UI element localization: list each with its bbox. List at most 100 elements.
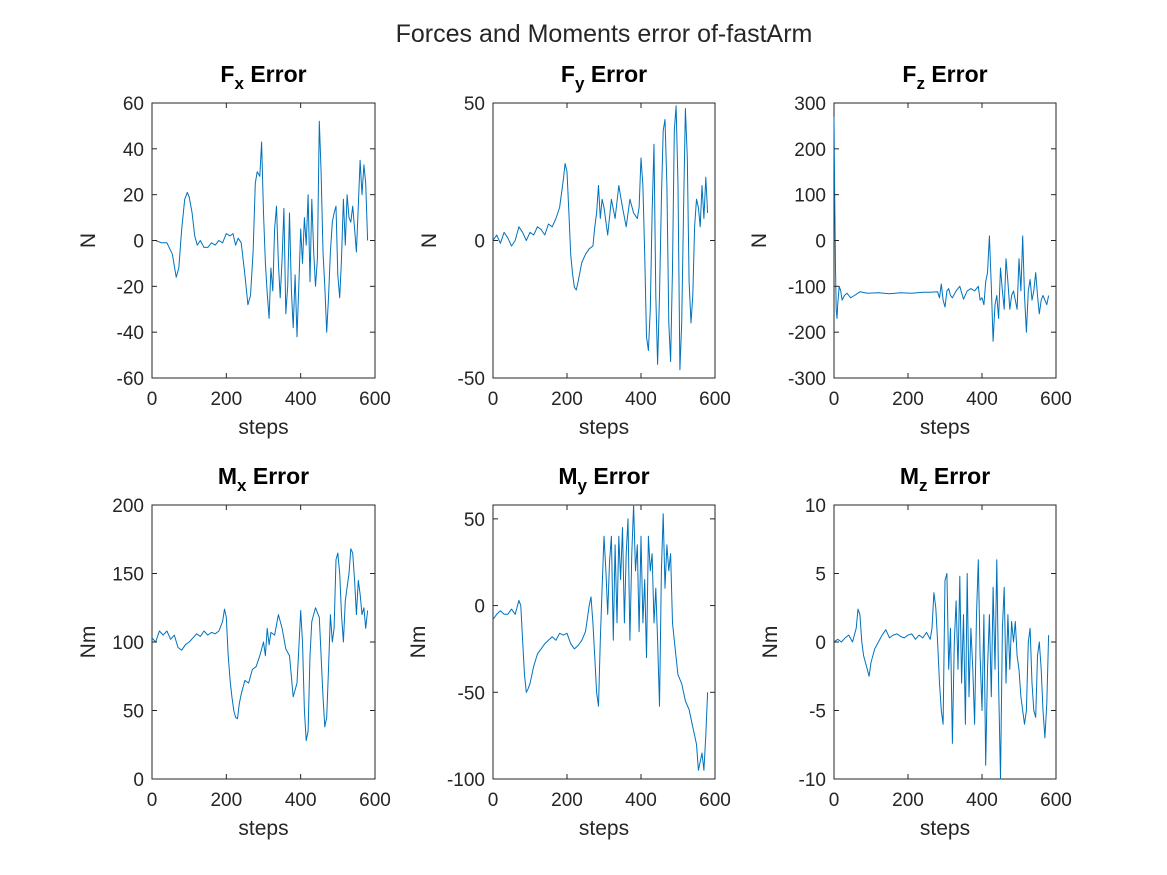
title-subscript: z bbox=[919, 476, 928, 495]
x-tick-label: 400 bbox=[285, 389, 317, 410]
title-base: F bbox=[902, 61, 916, 87]
y-tick-label: 300 bbox=[794, 94, 826, 115]
plot-area bbox=[492, 102, 716, 379]
x-tick-label: 0 bbox=[488, 389, 499, 410]
y-tick-label: -100 bbox=[788, 277, 826, 298]
y-tick-label: -20 bbox=[117, 277, 144, 298]
x-tick-label: 0 bbox=[488, 790, 499, 811]
y-tick-label: -60 bbox=[117, 369, 144, 390]
x-tick-label: 600 bbox=[1040, 389, 1072, 410]
x-tick-label: 0 bbox=[147, 389, 158, 410]
x-tick-label: 200 bbox=[551, 389, 583, 410]
subplot-5: 0 200 400 600 -100 -50 0 50 steps Nm My Error bbox=[407, 463, 731, 840]
y-tick-label: 40 bbox=[123, 140, 144, 161]
subplot-title: Mx Error bbox=[218, 463, 309, 495]
series-line bbox=[151, 548, 369, 742]
y-tick-label: -300 bbox=[788, 369, 826, 390]
title-base: F bbox=[561, 61, 575, 87]
subplot-title: Fz Error bbox=[902, 61, 987, 93]
x-axis-label: steps bbox=[920, 817, 970, 840]
x-tick-label: 600 bbox=[1040, 790, 1072, 811]
y-tick-label: 5 bbox=[815, 565, 826, 586]
x-tick-label: 600 bbox=[359, 790, 391, 811]
subplot-4: 0 200 400 600 0 50 100 150 200 steps Nm Mx Error bbox=[77, 463, 391, 840]
x-tick-label: 0 bbox=[829, 790, 840, 811]
x-tick-label: 0 bbox=[829, 389, 840, 410]
title-rest: Error bbox=[925, 61, 988, 87]
y-tick-label: 0 bbox=[133, 232, 144, 253]
title-subscript: y bbox=[578, 476, 588, 495]
x-tick-label: 0 bbox=[147, 790, 158, 811]
x-tick-label: 200 bbox=[210, 389, 242, 410]
x-axis-label: steps bbox=[238, 416, 288, 439]
title-rest: Error bbox=[244, 61, 307, 87]
plot-area bbox=[833, 102, 1057, 379]
y-axis-label: Nm bbox=[759, 626, 782, 659]
y-tick-label: -10 bbox=[799, 770, 826, 791]
subplot-1: 0 200 400 600 -60 -40 -20 0 20 40 60 steps N Fx Error bbox=[77, 61, 391, 439]
y-tick-label: 200 bbox=[794, 140, 826, 161]
y-tick-label: 0 bbox=[474, 232, 485, 253]
title-rest: Error bbox=[247, 463, 310, 489]
x-tick-label: 600 bbox=[359, 389, 391, 410]
subplot-title: Fx Error bbox=[220, 61, 306, 93]
y-tick-label: -5 bbox=[809, 702, 826, 723]
series-line bbox=[492, 504, 709, 771]
series-line bbox=[833, 559, 1050, 780]
series-line bbox=[492, 105, 709, 371]
title-base: M bbox=[900, 463, 919, 489]
plot-area bbox=[833, 504, 1057, 780]
x-axis-label: steps bbox=[579, 817, 629, 840]
x-tick-label: 400 bbox=[625, 389, 657, 410]
subplot-3: 0 200 400 600 -300 -200 -100 0 100 200 300 steps N Fz… bbox=[748, 61, 1072, 439]
x-tick-label: 200 bbox=[210, 790, 242, 811]
y-tick-label: -50 bbox=[458, 369, 485, 390]
x-tick-label: 200 bbox=[892, 790, 924, 811]
x-tick-label: 600 bbox=[699, 790, 731, 811]
subplot-6: 0 200 400 600 -10 -5 0 5 10 steps Nm Mz Error bbox=[759, 463, 1072, 840]
y-tick-label: 60 bbox=[123, 94, 144, 115]
title-rest: Error bbox=[587, 463, 650, 489]
x-axis-label: steps bbox=[920, 416, 970, 439]
y-tick-label: -50 bbox=[458, 683, 485, 704]
y-tick-label: 0 bbox=[474, 597, 485, 618]
title-base: F bbox=[220, 61, 234, 87]
title-subscript: y bbox=[575, 74, 585, 93]
y-axis-label: N bbox=[77, 233, 100, 248]
subplot-title: My Error bbox=[558, 463, 649, 495]
x-tick-label: 400 bbox=[966, 389, 998, 410]
series-line bbox=[833, 116, 1050, 342]
title-subscript: x bbox=[234, 74, 244, 93]
y-tick-label: 0 bbox=[133, 770, 144, 791]
title-rest: Error bbox=[584, 61, 647, 87]
y-tick-label: 0 bbox=[815, 232, 826, 253]
y-axis-label: N bbox=[418, 233, 441, 248]
y-tick-label: 50 bbox=[123, 702, 144, 723]
plot-area bbox=[492, 504, 716, 780]
y-tick-label: 50 bbox=[464, 510, 485, 531]
x-tick-label: 400 bbox=[285, 790, 317, 811]
subplot-title: Fy Error bbox=[561, 61, 647, 93]
y-axis-label: Nm bbox=[77, 626, 100, 659]
x-tick-label: 400 bbox=[966, 790, 998, 811]
y-tick-label: 20 bbox=[123, 186, 144, 207]
y-tick-label: 0 bbox=[815, 633, 826, 654]
x-tick-label: 600 bbox=[699, 389, 731, 410]
title-subscript: x bbox=[237, 476, 247, 495]
y-tick-label: -40 bbox=[117, 323, 144, 344]
y-tick-label: 150 bbox=[112, 565, 144, 586]
x-axis-label: steps bbox=[238, 817, 288, 840]
y-tick-label: 100 bbox=[794, 186, 826, 207]
subplot-title: Mz Error bbox=[900, 463, 990, 495]
y-tick-label: 50 bbox=[464, 94, 485, 115]
y-axis-label: Nm bbox=[407, 626, 430, 659]
y-tick-label: -200 bbox=[788, 323, 826, 344]
figure-title: Forces and Moments error of-fastArm bbox=[396, 20, 813, 48]
series-line bbox=[152, 120, 369, 338]
y-tick-label: 200 bbox=[112, 496, 144, 517]
y-tick-label: 10 bbox=[805, 496, 826, 517]
y-axis-label: N bbox=[748, 233, 771, 248]
